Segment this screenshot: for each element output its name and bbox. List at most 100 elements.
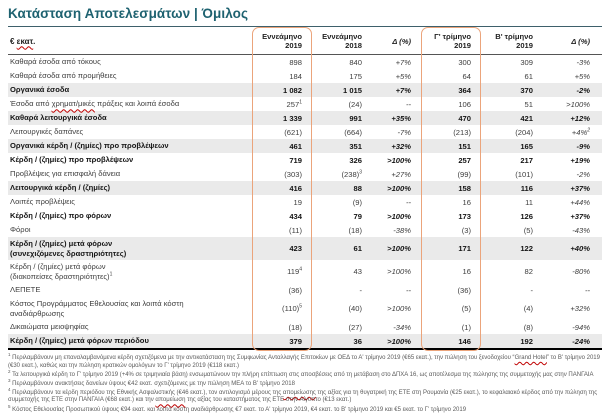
value-cell: 175: [349, 71, 362, 81]
value-cell: >100%: [387, 336, 411, 346]
table-row: Κέρδη / (ζημίες) μετά φόρων (διακοπείσες …: [8, 260, 602, 283]
footnote-number: 3: [8, 377, 11, 383]
value-cell: (213): [453, 127, 471, 137]
value-cell: (5): [523, 225, 533, 235]
value-cell: 16: [462, 197, 471, 207]
value-cell: (36): [288, 285, 302, 295]
table-row: Κέρδη / (ζημίες) μετά φόρων (συνεχιζόμενε…: [8, 237, 602, 260]
spellcheck-squiggle: απομείωση: [155, 397, 186, 404]
row-label: Κέρδη / (ζημίες) μετά φόρων (συνεχιζόμενε…: [10, 239, 127, 258]
value-cell: >100%: [566, 99, 590, 109]
value-cell: -38%: [393, 225, 411, 235]
value-cell: -43%: [572, 225, 590, 235]
value-cell: 309: [520, 57, 533, 67]
spellcheck-squiggle: Grand Hotel: [514, 355, 547, 361]
value-cell: (27): [348, 322, 362, 332]
value-cell: 1 015: [342, 85, 362, 95]
value-cell: -24%: [572, 336, 590, 346]
value-cell: +37%: [570, 211, 590, 221]
value-cell: (238)3: [341, 168, 362, 179]
value-cell: (99): [457, 169, 471, 179]
table-row: Οργανικά κέρδη / (ζημίες) προ προβλέψεων…: [8, 139, 602, 153]
value-cell: 991: [349, 113, 362, 123]
value-cell: -9%: [576, 141, 590, 151]
column-header: Δ (%): [392, 36, 411, 46]
footnote: 2 Τα λειτουργικά κέρδη το Γ' τρίμηνο 201…: [8, 368, 594, 378]
spellcheck-squiggle: χρηματ/μικές: [51, 99, 95, 109]
value-cell: +44%: [570, 197, 590, 207]
value-cell: 470: [458, 113, 471, 123]
value-cell: >100%: [387, 304, 411, 313]
row-label: ΛΕΠΕΤΕ: [10, 285, 41, 295]
footnote-marker: 2: [587, 126, 590, 133]
spellcheck-squiggle: απομείωσης: [282, 389, 316, 396]
footnote-marker: 4: [299, 266, 302, 273]
value-cell: 370: [520, 85, 533, 95]
value-cell: 423: [289, 244, 302, 253]
value-cell: 16: [462, 267, 471, 276]
table-row: Δικαιώματα μειοψηφίας (18) (27) -34% (1) (8) -…: [8, 320, 602, 334]
value-cell: 116: [520, 183, 533, 193]
value-cell: +5%: [395, 71, 411, 81]
row-label: Έσοδα από χρηματ/μικές πράξεις και λοιπά…: [10, 99, 180, 109]
footnote-number: 1: [8, 352, 11, 357]
value-cell: 461: [289, 141, 302, 151]
value-cell: (24): [348, 99, 362, 109]
value-cell: >100%: [387, 155, 411, 165]
value-cell: +7%: [395, 57, 411, 67]
value-cell: 126: [520, 211, 533, 221]
value-cell: 257: [458, 155, 471, 165]
row-label: Κόστος Προγράμματος Εθελουσίας και λοιπά…: [10, 299, 184, 318]
value-cell: 192: [520, 336, 533, 346]
value-cell: (36): [457, 285, 471, 295]
value-cell: (1): [461, 322, 471, 332]
footnote-number: 4: [8, 386, 11, 392]
value-cell: 165: [520, 141, 533, 151]
value-cell: 217: [520, 155, 533, 165]
table-row: Κόστος Προγράμματος Εθελουσίας και λοιπά…: [8, 297, 602, 320]
value-cell: 2571: [286, 98, 302, 109]
row-label: Κέρδη / (ζημίες) μετά φόρων περιόδου: [10, 336, 149, 346]
value-cell: +12%: [570, 113, 590, 123]
table-row: Λειτουργικές δαπάνες (621) (664) -7% (213) (2…: [8, 125, 602, 139]
table-row: Καθαρά έσοδα από προμήθειες 184 175 +5% 64 61…: [8, 69, 602, 83]
footnote: 1 Περιλαμβάνουν μη επαναλαμβανόμενα κέρδ…: [8, 352, 600, 369]
value-cell: 51: [524, 99, 533, 109]
row-label: Λειτουργικά κέρδη / (ζημίες): [10, 183, 111, 193]
footnote-marker: 1: [109, 270, 113, 277]
value-cell: +37%: [570, 183, 590, 193]
title-divider: [8, 26, 602, 27]
value-cell: 719: [289, 155, 302, 165]
column-header: Β' τρίμηνο 2019: [495, 32, 533, 50]
value-cell: (3): [461, 225, 471, 235]
row-label: Φόροι: [10, 225, 31, 235]
value-cell: +4%2: [571, 126, 590, 137]
value-cell: +32%: [391, 141, 411, 151]
value-cell: 421: [520, 113, 533, 123]
value-cell: 19: [293, 197, 302, 207]
value-cell: --: [405, 197, 411, 207]
table-row: Φόροι (11) (18) -38% (3) (5) -43%: [8, 223, 602, 237]
value-cell: (11): [289, 225, 302, 235]
footnote: 4 Περιλαμβάνουν τα κέρδη περιόδου της Εθ…: [8, 386, 598, 404]
value-cell: 171: [458, 244, 471, 253]
value-cell: 11: [525, 197, 533, 207]
row-label: Προβλέψεις για επισφαλή δάνεια: [10, 169, 121, 179]
value-cell: 173: [458, 211, 471, 221]
value-cell: -94%: [572, 322, 590, 332]
page-title: Κατάσταση Αποτελεσμάτων | Όμιλος: [8, 6, 249, 21]
value-cell: +27%: [391, 169, 411, 179]
value-cell: 43: [353, 267, 362, 276]
table-row: Καθαρά λειτουργικά έσοδα 1 339 991 +35% 470 4…: [8, 111, 602, 125]
value-cell: 379: [289, 336, 302, 346]
unit-label: € εκατ.: [10, 36, 36, 46]
table-row: Προβλέψεις για επισφαλή δάνεια (303) (238)…: [8, 167, 602, 181]
value-cell: 106: [458, 99, 471, 109]
value-cell: (110)5: [282, 303, 302, 313]
value-cell: --: [405, 99, 411, 109]
column-header: Γ' τρίμηνο 2019: [434, 32, 471, 50]
value-cell: 1 339: [282, 113, 302, 123]
table-row: Κέρδη / (ζημίες) προ προβλέψεων 719 326 >10…: [8, 153, 602, 167]
value-cell: 184: [289, 71, 302, 81]
